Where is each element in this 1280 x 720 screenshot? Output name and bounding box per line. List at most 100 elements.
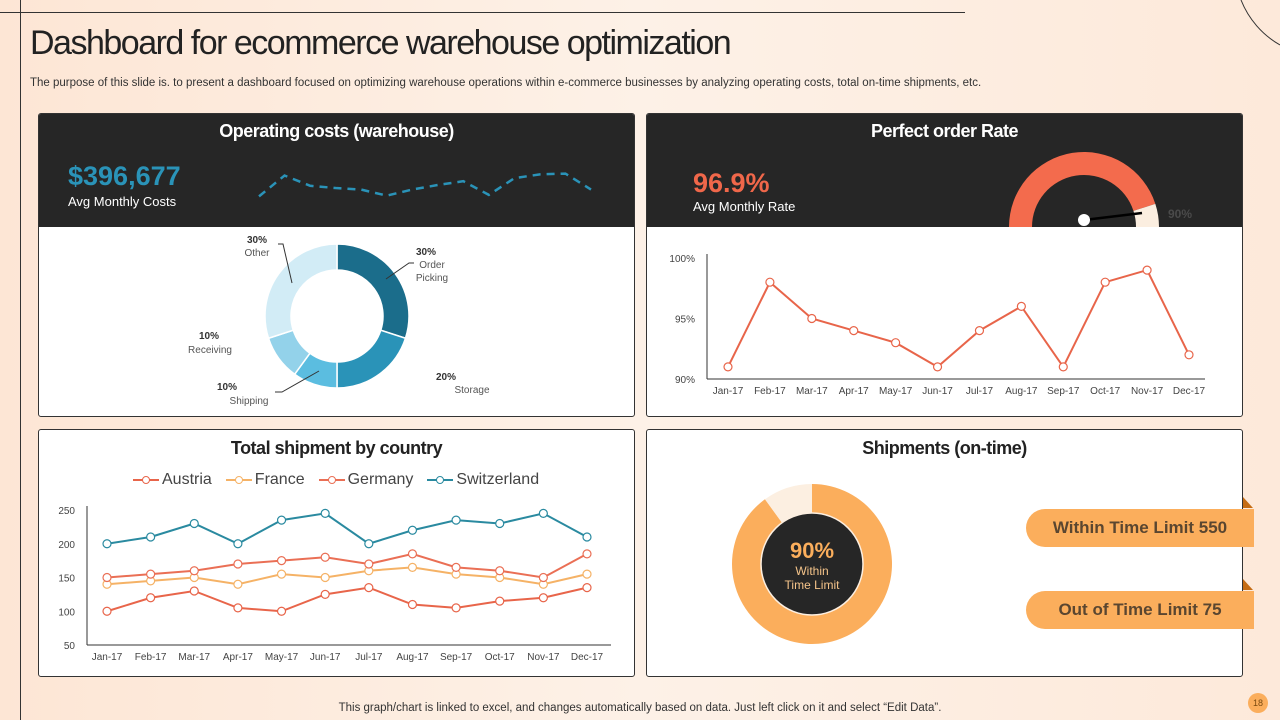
data-point-austria xyxy=(233,603,243,613)
donut-slice-other xyxy=(264,243,338,340)
series-line-germany xyxy=(106,552,588,579)
data-point-germany xyxy=(146,569,156,579)
x-tick-label: Jul-17 xyxy=(355,652,383,663)
data-point-france xyxy=(276,569,287,579)
x-tick-label: Sep-17 xyxy=(1047,386,1080,397)
data-point-germany xyxy=(538,572,548,583)
shipments-ontime-title: Shipments (on-time) xyxy=(862,438,1027,458)
data-point-germany xyxy=(407,549,418,559)
x-tick-label: Jul-17 xyxy=(966,386,994,397)
donut-center xyxy=(760,512,864,616)
x-tick-label: Oct-17 xyxy=(485,652,515,663)
gauge-remainder xyxy=(1133,203,1159,227)
left-rule xyxy=(20,0,21,720)
slice-percent: 10% xyxy=(199,331,219,342)
data-point-rate xyxy=(849,325,859,336)
data-point-switzerland xyxy=(364,539,374,549)
donut-center-text: 90% Within Time Limit xyxy=(762,538,862,592)
data-point-switzerland xyxy=(538,508,548,518)
data-point-rate xyxy=(1016,301,1026,312)
donut-center-caption-1: Within xyxy=(795,564,829,578)
shipment-country-panel: Total shipment by country Austria France G… xyxy=(38,429,635,677)
operating-costs-header: Operating costs (warehouse) $396,677 Avg… xyxy=(39,114,634,227)
data-point-rate xyxy=(1184,350,1194,360)
perfect-order-panel: Perfect order Rate 96.9% Avg Monthly Rat… xyxy=(646,113,1243,417)
data-point-switzerland xyxy=(495,518,505,529)
x-tick-label: Aug-17 xyxy=(1005,386,1038,397)
data-point-switzerland xyxy=(276,515,287,525)
data-point-germany xyxy=(451,562,461,572)
corner-arc xyxy=(1240,0,1280,46)
perfect-order-line-chart[interactable]: 90% 95% 100% Jan-17 Feb-17 Mar-17 Apr-17 May-17… xyxy=(660,245,1220,405)
x-tick-label: Apr-17 xyxy=(223,652,253,663)
data-point-austria xyxy=(407,599,418,610)
data-point-austria xyxy=(146,593,156,603)
y-tick-label: 100% xyxy=(669,254,695,265)
avg-cost-value: $396,677 xyxy=(68,161,181,191)
cost-sparkline xyxy=(258,172,592,198)
sparkline-path xyxy=(258,172,592,198)
shipment-country-title: Total shipment by country xyxy=(230,438,443,458)
data-point-rate xyxy=(765,277,775,287)
operating-costs-panel: Operating costs (warehouse) $396,677 Avg… xyxy=(38,113,635,417)
avg-rate-value: 96.9% xyxy=(693,168,770,198)
x-tick-label: Mar-17 xyxy=(796,386,828,397)
x-tick-label: Nov-17 xyxy=(527,652,560,663)
x-tick-label: May-17 xyxy=(879,386,913,397)
series-line-austria xyxy=(106,586,588,613)
cost-donut-chart[interactable]: 30% Order Picking 20% Storage 10% Shipping 10% R… xyxy=(181,229,521,411)
data-point-austria xyxy=(320,589,330,599)
gauge-fill xyxy=(1009,152,1156,227)
gauge-hub xyxy=(1078,214,1090,226)
legend-label: Austria xyxy=(162,471,212,488)
data-point-austria xyxy=(495,596,505,606)
page-number: 18 xyxy=(1248,693,1268,713)
slice-percent: 20% xyxy=(436,372,456,383)
operating-costs-title: Operating costs (warehouse) xyxy=(219,121,454,141)
data-point-austria xyxy=(364,583,374,593)
data-point-austria xyxy=(276,606,287,616)
series-line-switzerland xyxy=(106,512,588,545)
data-point-austria xyxy=(189,586,199,596)
series-line-france xyxy=(106,566,588,586)
data-point-germany xyxy=(276,556,287,566)
slice-label: Other xyxy=(244,248,270,259)
data-point-germany xyxy=(582,549,592,559)
x-tick-label: Dec-17 xyxy=(1173,386,1206,397)
slice-label: Receiving xyxy=(188,345,232,356)
x-tick-label: Jan-17 xyxy=(713,386,744,397)
data-point-rate xyxy=(891,338,901,348)
data-point-rate xyxy=(807,313,817,324)
donut-slice-storage xyxy=(336,329,407,389)
data-point-germany xyxy=(233,559,243,569)
donut-center-caption-2: Time Limit xyxy=(784,578,840,592)
ontime-donut-chart[interactable] xyxy=(721,471,911,661)
data-point-switzerland xyxy=(320,508,330,518)
x-tick-label: Mar-17 xyxy=(178,652,210,663)
y-tick-label: 50 xyxy=(64,641,76,652)
y-tick-label: 90% xyxy=(675,375,695,386)
avg-rate-caption: Avg Monthly Rate xyxy=(693,199,796,214)
data-point-germany xyxy=(364,559,374,569)
legend-marker-icon xyxy=(427,476,454,484)
leader-line-shipping xyxy=(275,370,320,393)
legend-item-switzerland: Switzerland xyxy=(427,471,539,489)
page-subtitle: The purpose of this slide is. to present… xyxy=(30,77,982,89)
x-tick-label: Oct-17 xyxy=(1090,386,1120,397)
data-point-germany xyxy=(495,566,505,576)
perfect-order-title: Perfect order Rate xyxy=(870,121,1019,141)
data-point-switzerland xyxy=(189,518,199,529)
data-point-france xyxy=(320,572,330,583)
x-tick-label: May-17 xyxy=(265,652,299,663)
data-point-switzerland xyxy=(146,532,156,542)
page-title: Dashboard for ecommerce warehouse optimi… xyxy=(30,24,732,62)
data-point-germany xyxy=(102,572,112,583)
shipment-line-chart[interactable]: 50 100 150 200 250 Jan-17 Feb-17 Mar-17 Apr-17 Ma… xyxy=(41,496,621,671)
legend-marker-icon xyxy=(318,476,345,484)
shipments-ontime-panel: Shipments (on-time) 90% Within Time Limi… xyxy=(646,429,1243,677)
data-point-rate xyxy=(932,362,943,372)
slice-label: Picking xyxy=(416,273,448,284)
x-tick-label: Nov-17 xyxy=(1131,386,1164,397)
data-point-rate xyxy=(974,325,985,336)
donut-slice-within-time-limit xyxy=(732,484,892,644)
